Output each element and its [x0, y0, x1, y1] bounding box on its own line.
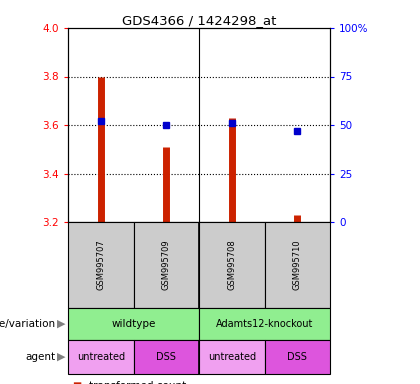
- Bar: [68, 308, 199, 340]
- Bar: [134, 340, 199, 374]
- Title: GDS4366 / 1424298_at: GDS4366 / 1424298_at: [122, 14, 276, 27]
- Text: untreated: untreated: [207, 352, 256, 362]
- Bar: [68, 222, 134, 308]
- Text: untreated: untreated: [77, 352, 125, 362]
- Text: GSM995708: GSM995708: [227, 240, 236, 290]
- Text: transformed count: transformed count: [89, 381, 186, 384]
- Text: DSS: DSS: [287, 352, 307, 362]
- Text: ■: ■: [72, 381, 81, 384]
- Bar: [265, 222, 330, 308]
- Text: Adamts12-knockout: Adamts12-knockout: [216, 319, 313, 329]
- Text: GSM995709: GSM995709: [162, 240, 171, 290]
- Bar: [199, 340, 265, 374]
- Bar: [199, 222, 265, 308]
- Text: agent: agent: [25, 352, 55, 362]
- Text: ▶: ▶: [58, 352, 66, 362]
- Bar: [68, 340, 134, 374]
- Bar: [199, 308, 330, 340]
- Text: ▶: ▶: [58, 319, 66, 329]
- Text: genotype/variation: genotype/variation: [0, 319, 55, 329]
- Bar: [265, 340, 330, 374]
- Text: GSM995710: GSM995710: [293, 240, 302, 290]
- Text: GSM995707: GSM995707: [96, 240, 105, 290]
- Text: DSS: DSS: [156, 352, 176, 362]
- Text: wildtype: wildtype: [111, 319, 156, 329]
- Bar: [134, 222, 199, 308]
